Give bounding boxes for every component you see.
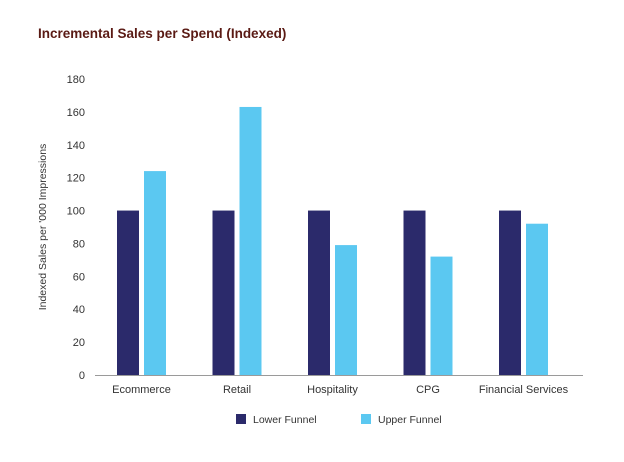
bar-upper-funnel xyxy=(239,106,262,375)
bar-lower-funnel xyxy=(308,210,330,375)
y-tick-label: 40 xyxy=(73,304,85,316)
y-tick-label: 80 xyxy=(73,238,85,250)
bar-lower-funnel xyxy=(212,210,235,375)
legend-swatch xyxy=(361,414,371,424)
legend: Lower Funnel Upper Funnel xyxy=(236,414,442,426)
y-tick-label: 100 xyxy=(67,206,85,218)
y-axis-ticks: 0 20 40 60 80 100 120 140 160 180 xyxy=(67,74,85,382)
y-tick-label: 180 xyxy=(67,74,85,86)
bars xyxy=(117,106,548,375)
y-tick-label: 0 xyxy=(79,370,85,382)
bar-upper-funnel xyxy=(526,223,548,375)
x-tick-label: Financial Services xyxy=(479,384,569,396)
bar-upper-funnel xyxy=(144,171,166,375)
x-axis-ticks: Ecommerce Retail Hospitality CPG Financial S… xyxy=(112,384,568,396)
x-tick-label: CPG xyxy=(416,384,440,396)
bar-lower-funnel xyxy=(403,210,426,375)
y-tick-label: 60 xyxy=(73,271,85,283)
bar-upper-funnel xyxy=(430,256,453,375)
x-tick-label: Ecommerce xyxy=(112,384,171,396)
y-tick-label: 160 xyxy=(67,107,85,119)
y-axis-label: Indexed Sales per '000 Impressions xyxy=(37,144,49,311)
y-tick-label: 140 xyxy=(67,140,85,152)
legend-label: Upper Funnel xyxy=(378,414,442,426)
y-tick-label: 120 xyxy=(67,173,85,185)
legend-label: Lower Funnel xyxy=(253,414,317,426)
y-tick-label: 20 xyxy=(73,337,85,349)
x-tick-label: Retail xyxy=(223,384,251,396)
bar-lower-funnel xyxy=(499,210,521,375)
chart-title: Incremental Sales per Spend (Indexed) xyxy=(38,26,287,41)
legend-swatch xyxy=(236,414,246,424)
x-tick-label: Hospitality xyxy=(307,384,358,396)
bar-upper-funnel xyxy=(335,245,357,375)
bar-lower-funnel xyxy=(117,210,139,375)
